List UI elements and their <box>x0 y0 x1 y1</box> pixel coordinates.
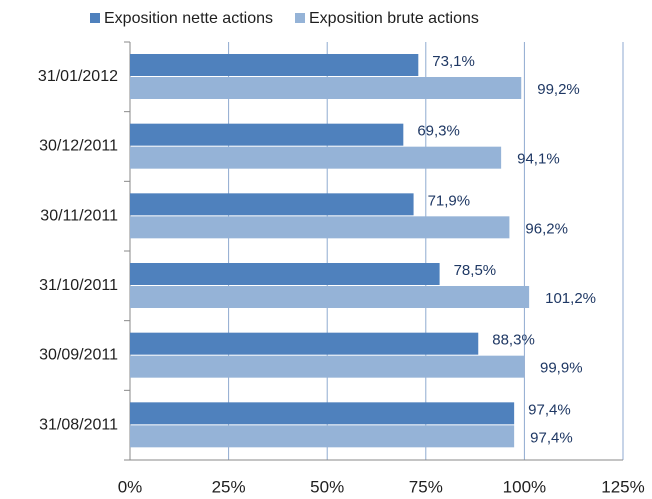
bar <box>130 77 522 99</box>
bar <box>130 146 502 169</box>
x-tick-label: 25% <box>212 477 246 496</box>
y-tick-label: 30/11/2011 <box>40 207 118 224</box>
bar <box>130 123 404 146</box>
x-tick-label: 125% <box>601 477 644 496</box>
value-label: 101,2% <box>545 290 596 307</box>
bar <box>130 263 440 285</box>
bar <box>130 425 515 448</box>
legend-label: Exposition brute actions <box>309 10 479 27</box>
x-tick-label: 50% <box>310 477 344 496</box>
y-tick-label: 30/09/2011 <box>39 347 118 364</box>
bar <box>130 193 414 216</box>
legend-swatch <box>90 13 100 23</box>
value-label: 99,2% <box>537 81 580 98</box>
y-tick-label: 31/10/2011 <box>39 277 118 294</box>
x-tick-label: 100% <box>503 477 546 496</box>
legend-label: Exposition nette actions <box>104 10 273 27</box>
x-tick-label: 75% <box>409 477 443 496</box>
value-label: 69,3% <box>417 123 460 140</box>
bar <box>130 402 515 425</box>
x-tick-label: 0% <box>118 477 143 496</box>
y-tick-label: 31/08/2011 <box>39 416 118 433</box>
y-tick-label: 30/12/2011 <box>39 138 118 155</box>
bar <box>130 54 419 76</box>
value-label: 97,4% <box>530 429 573 446</box>
value-label: 88,3% <box>492 332 535 349</box>
value-label: 99,9% <box>540 360 583 377</box>
bar <box>130 355 525 378</box>
y-tick-label: 31/01/2012 <box>38 68 118 85</box>
legend-swatch <box>295 13 305 23</box>
bar <box>130 216 510 239</box>
value-label: 94,1% <box>517 151 560 168</box>
value-label: 97,4% <box>528 401 571 418</box>
bar <box>130 332 479 355</box>
value-label: 78,5% <box>454 262 497 279</box>
value-label: 73,1% <box>432 53 475 70</box>
value-label: 96,2% <box>525 220 568 237</box>
value-label: 71,9% <box>428 192 471 209</box>
bar <box>130 286 530 308</box>
